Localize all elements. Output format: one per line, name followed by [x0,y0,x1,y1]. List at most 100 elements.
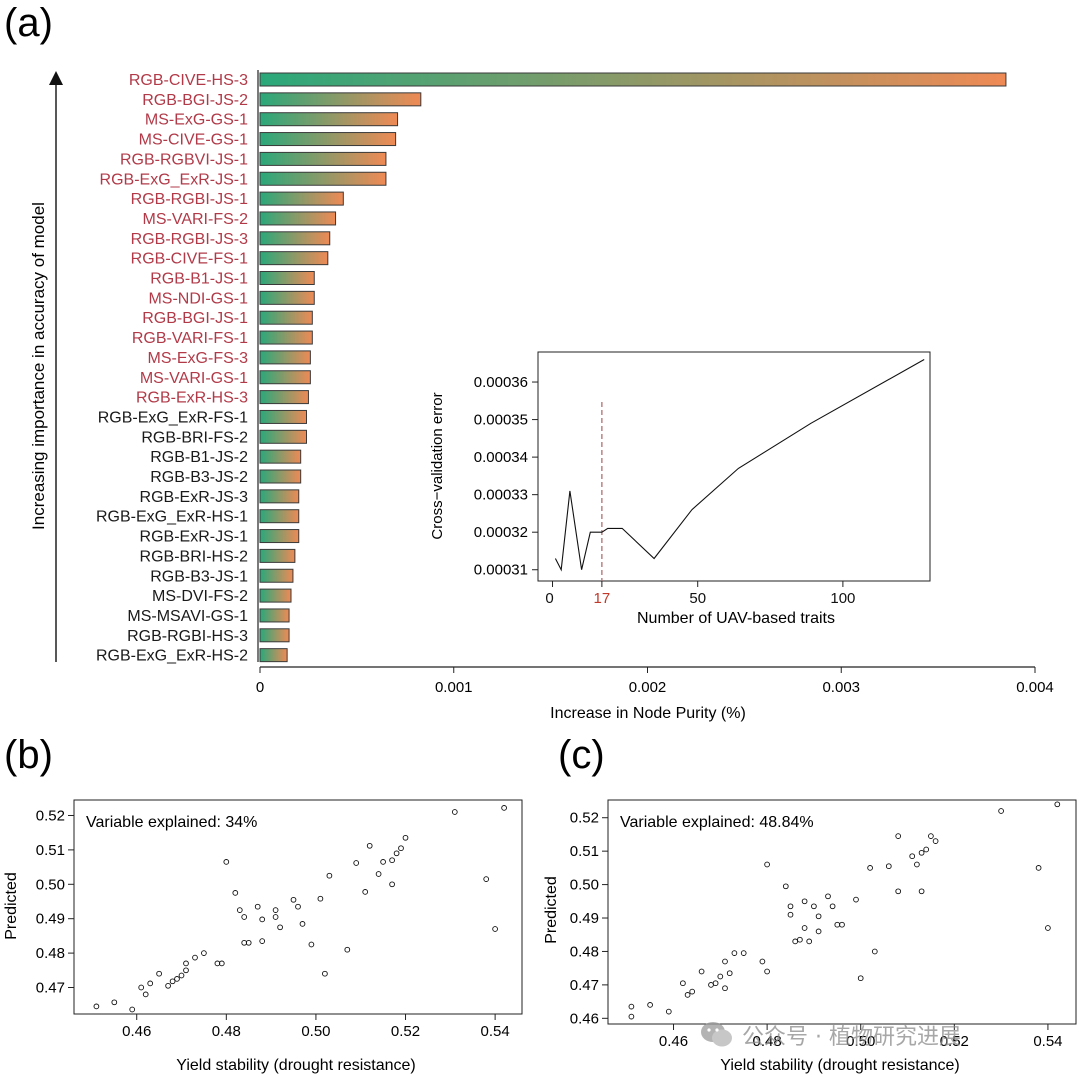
scatter-c-point [806,938,813,945]
scatter-c-point [918,849,925,856]
bar [259,251,329,266]
scatter-b-point [277,924,283,931]
importance-axis-label: Increasing importance in accuracy of mod… [29,202,48,530]
bar-category-label: MS-VARI-FS-2 [143,211,249,228]
bar-category-label: RGB-ExR-JS-3 [140,489,249,506]
bar [259,290,315,305]
bar [259,350,311,365]
inset-y-tick-label: 0.00035 [474,412,528,429]
scatter-c-x-ticks: 0.46 0.48 0.50 0.52 0.54 [659,1024,1063,1050]
scatter-c-point [834,921,841,928]
scatter-b-y-axis-label: Predicted [3,872,20,940]
scatter-c-point [815,928,822,935]
scatter-b-y-tick-label: 0.51 [36,842,65,859]
bar-category-label: RGB-BRI-FS-2 [141,429,248,446]
wechat-icon [701,1022,732,1047]
bar [259,92,422,107]
panel-label-b: (b) [4,733,53,777]
bar-category-label: RGB-BGI-JS-1 [142,310,248,327]
scatter-c-point [684,992,691,998]
scatter-c-point [885,863,892,870]
scatter-c-point [722,958,728,965]
scatter-c-x-tick-label: 0.54 [1033,1033,1062,1050]
scatter-c-point [1054,801,1061,808]
scatter-b-point [147,980,154,987]
scatter-c-x-tick-label: 0.48 [753,1033,782,1050]
bar [259,72,1007,87]
scatter-c-y-tick-label: 0.49 [570,910,599,927]
inset-y-tick-label: 0.00032 [474,524,528,541]
scatter-b-x-ticks: 0.46 0.48 0.50 0.52 0.54 [122,1014,510,1040]
scatter-panel-b: Variable explained: 34% 0.47 0.48 0.49 0.50… [3,799,523,1074]
scatter-b-point [317,895,324,902]
scatter-b-point [389,881,395,888]
bar-category-label: MS-VARI-GS-1 [140,370,248,387]
bar [259,568,294,583]
scatter-c-point [1045,925,1051,931]
scatter-c-point [923,846,930,853]
scatter-c-y-ticks: 0.46 0.47 0.48 0.49 0.50 0.51 0.52 [570,810,608,1027]
bar-category-label: RGB-RGBVI-JS-1 [120,151,248,168]
bar-category-label: RGB-ExR-JS-1 [140,529,249,546]
scatter-c-y-tick-label: 0.50 [570,877,599,894]
scatter-b-point [245,939,252,946]
scatter-b-points [93,805,507,1013]
scatter-c-point [895,833,902,839]
bar-x-tick-label: 0.002 [629,679,667,696]
scatter-b-point [492,926,498,932]
scatter-b-point [290,896,297,903]
scatter-c-point [1035,865,1042,871]
scatter-c-point [867,865,873,871]
scatter-b-point [402,834,409,841]
scatter-c-point [857,975,864,982]
scatter-b-point [483,876,490,882]
scatter-b-point [393,850,400,857]
scatter-b-x-axis-label: Yield stability (drought resistance) [176,1057,416,1074]
scatter-c-point [740,950,747,956]
scatter-c-x-tick-label: 0.52 [940,1033,969,1050]
scatter-b-point [156,970,162,977]
scatter-c-point [726,970,733,977]
scatter-c-point [731,950,738,956]
scatter-c-point [717,973,724,980]
scatter-c-point [839,921,845,928]
scatter-b-point [192,954,198,961]
panel-label-c: (c) [558,733,605,777]
scatter-c-y-tick-label: 0.46 [570,1010,599,1027]
scatter-c-x-tick-label: 0.46 [659,1033,688,1050]
scatter-c-point [815,913,822,920]
scatter-c-point [918,888,925,895]
bar [259,330,313,345]
scatter-b-y-tick-label: 0.52 [36,807,65,824]
bars [259,72,1007,663]
bar [259,390,309,405]
scatter-panel-c: Variable explained: 48.84% 0.460.470.480… [543,799,1077,1074]
bar [259,449,302,464]
scatter-b-point [353,860,360,866]
scatter-b-point [375,871,382,877]
scatter-c-point [764,968,770,975]
scatter-c-point [998,808,1004,814]
inset-x-tick-label: 100 [830,590,855,607]
bar-category-label: MS-NDI-GS-1 [148,290,248,307]
bar [259,310,313,325]
scatter-b-point [236,907,243,913]
bar [259,132,397,147]
bar [259,529,300,544]
inset-y-tick-label: 0.00031 [474,562,528,579]
scatter-c-point [708,982,714,988]
scatter-c-y-tick-label: 0.48 [570,943,599,960]
scatter-b-x-tick-label: 0.48 [212,1023,241,1040]
bar-x-tick-label: 0.001 [435,679,473,696]
scatter-b-x-tick-label: 0.52 [391,1023,420,1040]
scatter-b-point [259,916,266,923]
bar-category-label: RGB-ExR-HS-3 [136,390,248,407]
inset-y-tick-label: 0.00034 [474,449,528,466]
cv-error-inset: 0.00031 0.00032 0.00033 0.00034 0.00035 0.000… [429,351,931,627]
scatter-c-point [928,833,934,839]
scatter-c-point [782,883,789,890]
scatter-b-point [142,991,149,998]
bar-category-label: RGB-VARI-FS-1 [132,330,248,347]
scatter-b-point [344,946,351,953]
scatter-b-point [326,872,333,879]
